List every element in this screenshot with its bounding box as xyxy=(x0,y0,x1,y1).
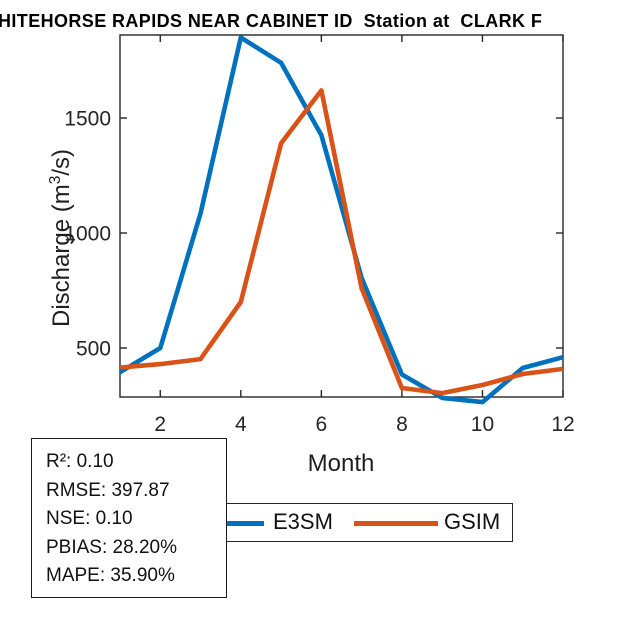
stat-r2: R²: 0.10 xyxy=(46,451,114,472)
x-tick-label: 4 xyxy=(235,413,247,436)
x-tick-label: 8 xyxy=(396,413,408,436)
stats-box: R²: 0.10 RMSE: 397.87 NSE: 0.10 PBIAS: 2… xyxy=(31,438,227,598)
stat-nse: NSE: 0.10 xyxy=(46,508,133,529)
y-axis-label-sup: 3 xyxy=(47,175,64,185)
series-line-e3sm xyxy=(118,35,564,405)
legend-line-gsim xyxy=(354,521,438,526)
chart-title: HITEHORSE RAPIDS NEAR CABINET ID Station… xyxy=(0,11,543,31)
x-axis-label: Month xyxy=(307,450,375,477)
y-axis-label: Discharge (m3/s) xyxy=(47,149,76,327)
y-tick-label: 1000 xyxy=(64,223,111,246)
x-tick-label: 2 xyxy=(154,413,166,436)
legend-label-gsim: GSIM xyxy=(444,509,501,534)
y-axis-label-units: /s) xyxy=(48,148,75,176)
stat-pbias: PBIAS: 28.20% xyxy=(46,536,177,558)
series-line-gsim xyxy=(119,88,564,396)
stat-mape: MAPE: 35.90% xyxy=(46,565,175,586)
y-tick-label: 1500 xyxy=(64,108,111,131)
x-tick-label: 12 xyxy=(551,413,574,436)
stat-rmse: RMSE: 397.87 xyxy=(46,479,170,501)
axes-frame xyxy=(119,34,564,398)
y-tick-label: 500 xyxy=(76,338,111,361)
x-tick-label: 10 xyxy=(471,413,494,436)
x-tick-label: 6 xyxy=(316,413,328,436)
legend-label-e3sm: E3SM xyxy=(273,509,333,534)
y-axis-label-text: Discharge (m xyxy=(48,184,75,327)
